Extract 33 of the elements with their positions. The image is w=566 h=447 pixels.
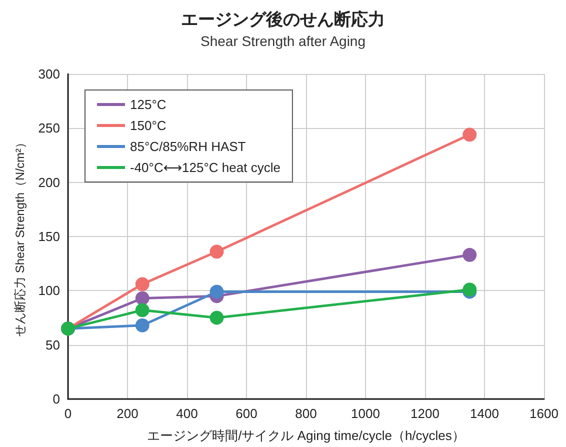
point: [462, 128, 477, 142]
point: [135, 277, 150, 292]
point: [135, 291, 150, 306]
y-tick-label: 200: [38, 174, 60, 190]
point: [210, 244, 224, 259]
x-tick-label: 1000: [351, 406, 380, 421]
y-tick-label: 300: [38, 66, 60, 82]
x-tick-label: 800: [295, 406, 317, 421]
point: [210, 310, 224, 325]
x-tick-label: 1200: [410, 406, 440, 421]
x-tick-label: 200: [116, 406, 138, 421]
chart-subtitle: Shear Strength after Aging: [200, 33, 366, 49]
legend-label: 85°C/85%RH HAST: [130, 139, 246, 154]
point: [462, 248, 477, 262]
x-tick-label: 400: [176, 406, 198, 421]
legend-label: 125°C: [130, 97, 166, 112]
legend-label: -40°C⟷125°C heat cycle: [130, 160, 280, 175]
y-tick-label: 100: [38, 283, 60, 298]
point: [210, 284, 224, 299]
y-tick-label: 250: [38, 120, 60, 136]
legend-label: 150°C: [130, 118, 166, 133]
x-tick-label: 1600: [530, 406, 558, 421]
point: [135, 318, 150, 332]
point: [135, 303, 150, 318]
y-tick-label: 0: [52, 392, 60, 406]
x-tick-label: 600: [236, 406, 258, 421]
y-axis-title: せん断応力 Shear Strength（N/cm²）: [13, 136, 27, 337]
x-axis-title: エージング時間/サイクル Aging time/cycle（h/cycles）: [147, 428, 465, 443]
x-tick-label: 0: [64, 406, 72, 421]
chart-title: エージング後のせん断応力: [181, 10, 385, 29]
y-tick-label: 50: [46, 337, 60, 352]
y-tick-label: 150: [38, 229, 60, 244]
x-tick-label: 1400: [470, 406, 499, 421]
